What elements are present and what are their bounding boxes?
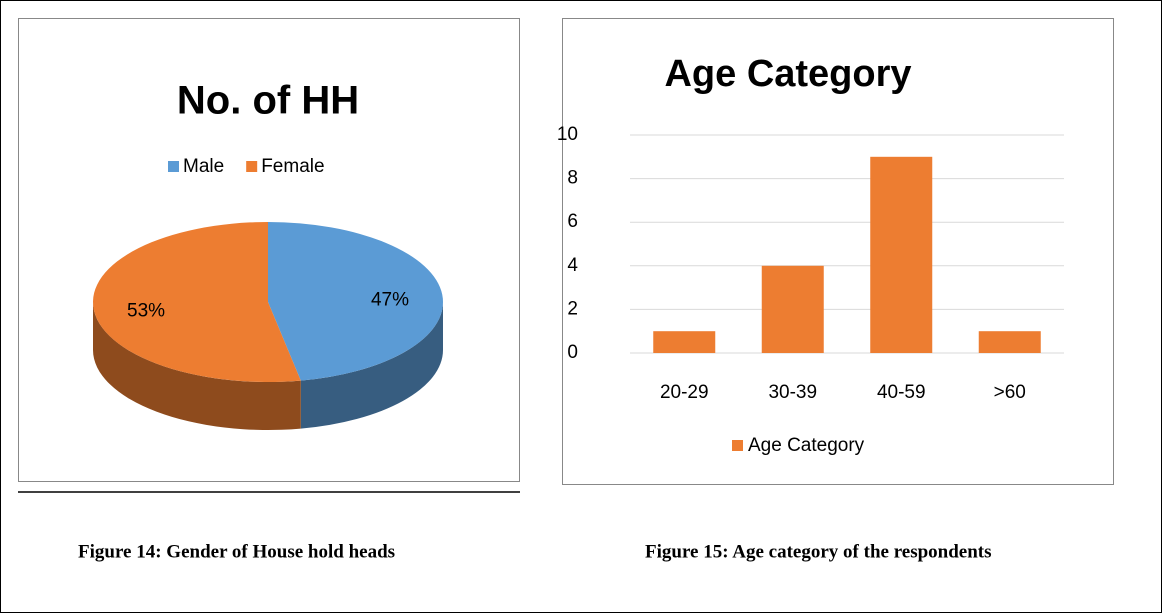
chart-frame [562, 18, 1114, 485]
chart-title: No. of HH [177, 79, 359, 123]
y-tick-label: 2 [567, 298, 578, 319]
bar [761, 265, 824, 353]
legend-swatch [732, 440, 743, 451]
data-label: 47% [371, 290, 409, 311]
pie-side [300, 302, 443, 429]
legend-label: Female [261, 156, 324, 177]
x-tick-label: >60 [994, 382, 1026, 403]
y-tick-label: 0 [567, 342, 578, 363]
y-tick-label: 6 [567, 211, 578, 232]
pie-slice [268, 221, 444, 381]
legend-swatch [246, 161, 258, 172]
chart-title: Age Category [664, 53, 911, 95]
legend-label: Male [183, 156, 224, 177]
caption: Figure 14: Gender of House hold heads [78, 541, 395, 562]
y-tick-label: 4 [567, 255, 578, 276]
y-tick-label: 10 [557, 124, 578, 145]
bar [870, 156, 933, 353]
bar [978, 331, 1041, 353]
legend-swatch [168, 161, 179, 172]
bar [653, 331, 716, 353]
x-tick-label: 40-59 [877, 382, 926, 403]
legend-label: Age Category [748, 435, 865, 456]
pie-side [93, 302, 301, 430]
x-tick-label: 20-29 [660, 382, 709, 403]
pie-slice [93, 222, 301, 382]
data-label: 53% [127, 300, 165, 321]
y-tick-label: 8 [567, 168, 578, 189]
x-tick-label: 30-39 [768, 382, 817, 403]
caption: Figure 15: Age category of the responden… [645, 541, 992, 562]
